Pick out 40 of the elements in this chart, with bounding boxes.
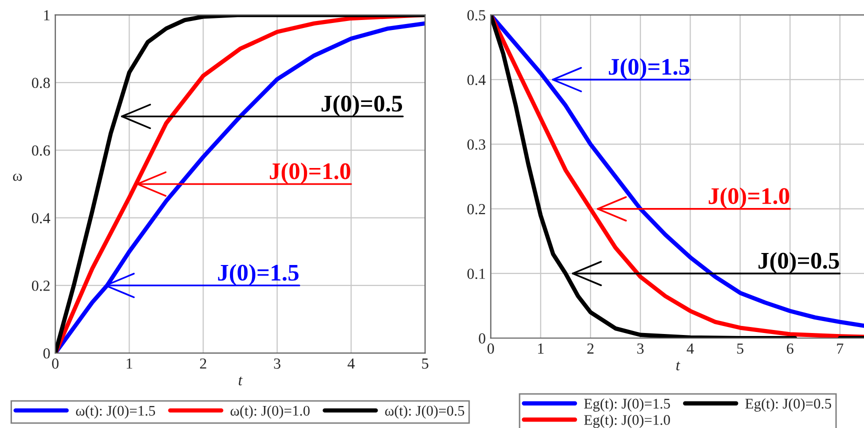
legend-label: ω(t): J(0)=0.5: [385, 405, 464, 419]
x-tick-label: 3: [637, 343, 644, 354]
legend-label: Eg(t): J(0)=1.0: [584, 414, 670, 428]
y-tick-label: 0.5: [467, 10, 486, 20]
annotation: J(0)=1.5: [218, 264, 298, 286]
y-tick-label: 0.6: [32, 145, 50, 156]
x-tick-label: 5: [422, 358, 428, 369]
legend-label: ω(t): J(0)=1.5: [76, 405, 156, 419]
x-axis-title: t: [676, 362, 680, 370]
x-tick-label: 0: [52, 358, 59, 369]
legend-label: ω(t): J(0)=1.0: [230, 405, 310, 419]
y-tick-label: 0: [478, 333, 486, 344]
x-tick-label: 2: [587, 343, 594, 354]
x-tick-label: 4: [686, 344, 694, 354]
y-tick-label: 0.4: [32, 212, 50, 224]
y-tick-label: 0.1: [467, 268, 485, 280]
y-tick-label: 0.2: [467, 204, 486, 214]
annotation: J(0)=1.0: [708, 187, 790, 209]
x-tick-label: 1: [538, 343, 544, 354]
legend-label: Eg(t): J(0)=1.5: [584, 398, 670, 412]
x-tick-label: 7: [837, 344, 844, 354]
x-axis-title: t: [238, 376, 243, 386]
annotation: J(0)=1.5: [608, 58, 690, 80]
y-tick-label: 0.3: [467, 139, 486, 150]
x-tick-label: 5: [737, 344, 744, 354]
annotation: J(0)=0.5: [322, 95, 402, 116]
x-tick-label: 1: [126, 358, 132, 369]
annotation: J(0)=0.5: [758, 252, 839, 274]
x-tick-label: 2: [200, 358, 206, 369]
x-tick-label: 6: [786, 343, 794, 354]
y-tick-label: 0.4: [467, 74, 486, 86]
y-tick-label: 1: [44, 10, 50, 20]
y-axis-title: ω: [13, 174, 22, 181]
x-tick-label: 4: [348, 358, 355, 369]
y-tick-label: 0.8: [32, 78, 50, 88]
annotation: J(0)=1.0: [270, 162, 350, 184]
x-tick-label: 0: [488, 343, 494, 354]
y-tick-label: 0.2: [32, 280, 50, 291]
legend-label: Eg(t): J(0)=0.5: [745, 398, 832, 412]
x-tick-label: 3: [274, 358, 280, 369]
